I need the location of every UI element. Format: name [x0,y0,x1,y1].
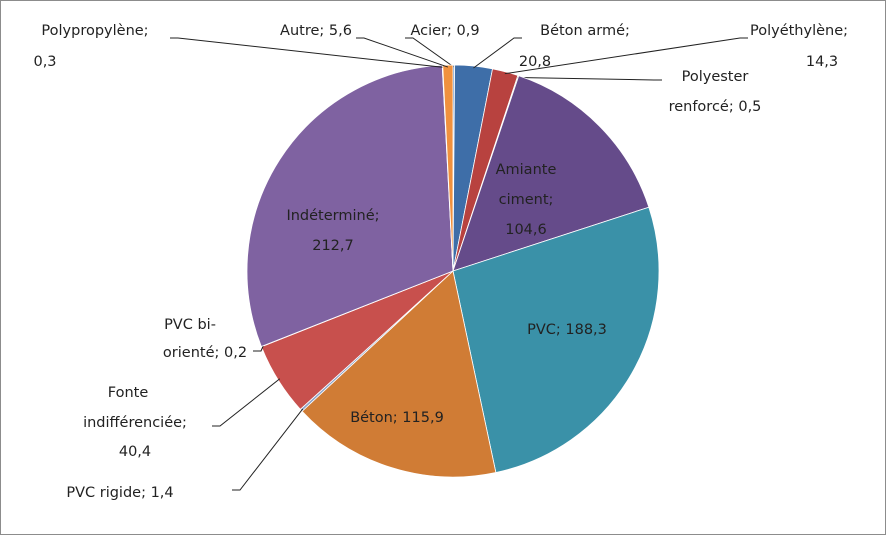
data-label: Indéterminé; [286,208,379,224]
data-label: Béton armé; [540,23,630,39]
data-label: PVC bi- [164,317,216,333]
data-label: orienté; 0,2 [163,345,247,361]
pie-slice [301,270,497,478]
data-label: Acier; 0,9 [410,23,479,39]
data-label: 40,4 [119,444,151,460]
data-label: 104,6 [505,222,547,238]
data-label: PVC rigide; 1,4 [66,485,173,501]
data-label: 20,8 [519,54,551,70]
leader-line [170,37,443,68]
data-label: ciment; [499,192,554,208]
leader-line [232,408,304,491]
data-label: Polypropylène; [41,23,148,39]
leader-line [473,37,522,69]
data-label: indifférenciée; [83,415,187,431]
pie-slice [246,64,454,347]
data-label: renforcé; 0,5 [669,99,762,115]
data-label: PVC; 188,3 [527,322,607,338]
data-label: 14,3 [806,54,838,70]
leader-line [253,345,264,352]
pie-slice [452,75,650,272]
leader-line [405,37,455,68]
data-label: Amiante [496,162,557,178]
data-label: 212,7 [312,238,354,254]
data-label: Autre; 5,6 [280,23,352,39]
data-label: Polyéthylène; [750,23,848,39]
data-label: Béton; 115,9 [350,410,444,426]
data-label: 0,3 [33,54,56,70]
leader-line [504,37,748,75]
pie-slice [452,206,660,473]
data-label: Polyester [682,69,749,85]
leader-line [212,378,281,427]
leader-line [517,77,662,81]
leader-line [356,37,449,68]
data-label: Fonte [108,385,149,401]
